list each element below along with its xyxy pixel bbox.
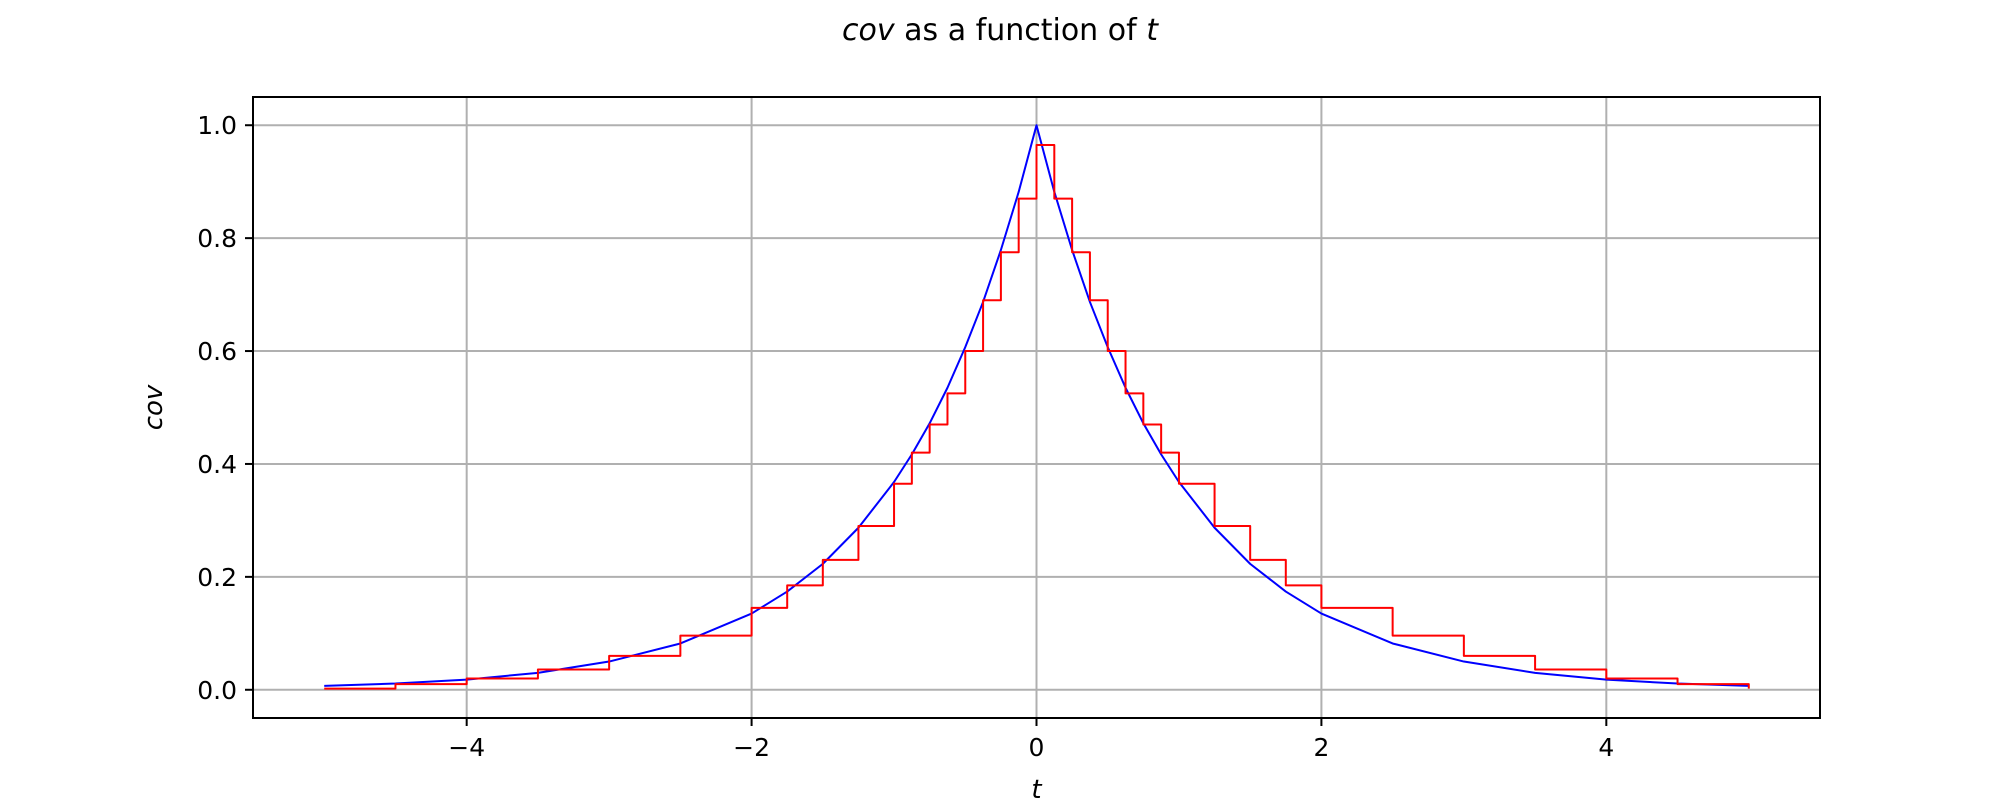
y-tick-label-0: 0.0	[197, 676, 237, 705]
y-tick-label-5: 1.0	[197, 111, 237, 140]
chart-title-param: t	[1146, 13, 1159, 48]
chart-title-var: cov	[842, 13, 896, 48]
y-tick-label-3: 0.6	[197, 337, 237, 366]
x-tick-label-2: 0	[1029, 733, 1045, 762]
x-tick-label-4: 4	[1598, 733, 1614, 762]
series-1-step-line	[324, 143, 1750, 690]
y-tick-label-2: 0.4	[197, 450, 237, 479]
x-tick-label-1: −2	[733, 733, 770, 762]
series-layer	[324, 124, 1750, 690]
grid	[253, 97, 1820, 718]
chart-title: cov as a function of t	[842, 13, 1159, 48]
chart-title-middle: as a function of	[895, 13, 1147, 48]
y-axis-label: cov	[139, 384, 169, 430]
x-tick-label-3: 2	[1313, 733, 1329, 762]
y-tick-label-4: 0.8	[197, 224, 237, 253]
y-tick-label-1: 0.2	[197, 563, 237, 592]
y-axis-ticks: 0.0 0.2 0.4 0.6 0.8 1.0	[197, 111, 253, 705]
x-tick-label-0: −4	[448, 733, 485, 762]
x-axis-ticks: −4 −2 0 2 4	[448, 718, 1614, 762]
x-axis-label: t	[1031, 775, 1042, 800]
